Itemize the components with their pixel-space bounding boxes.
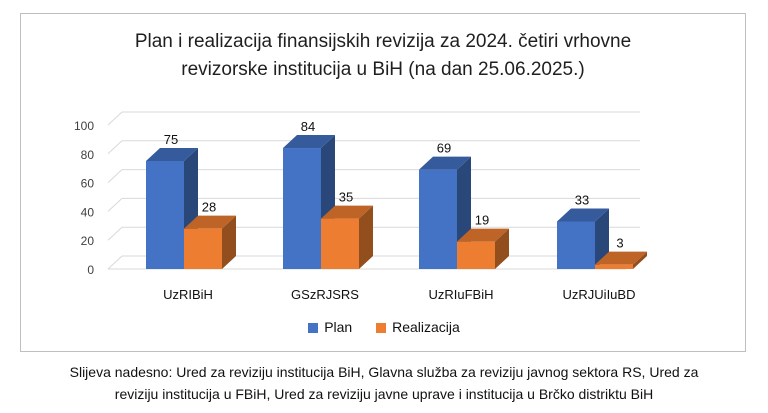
bar-side-UzRIBiH-realizacija <box>222 215 236 269</box>
gridline-diag-60 <box>107 169 123 183</box>
chart-frame <box>20 13 746 352</box>
bar-UzRJUiIuBD-realizacija <box>595 264 633 269</box>
gridline-diag-100 <box>107 111 123 126</box>
gridline-diag-40 <box>107 198 123 212</box>
gridline-diag-20 <box>107 226 123 241</box>
y-tick-label-20: 20 <box>81 234 95 248</box>
y-tick-label-60: 60 <box>81 177 95 191</box>
caption: Slijeva nadesno: Ured za reviziju instit… <box>0 361 768 405</box>
gridline-diag-0 <box>107 255 123 270</box>
data-label-UzRIBiH-plan: 75 <box>164 132 178 147</box>
bar-top-UzRIBiH-realizacija <box>184 215 236 229</box>
y-tick-label-100: 100 <box>74 119 94 133</box>
data-label-GSzRJSRS-plan: 84 <box>301 119 315 134</box>
bar-top-UzRJUiIuBD-plan <box>557 208 609 222</box>
x-tick-label-UzRIuFBiH: UzRIuFBiH <box>428 287 493 302</box>
bar-UzRJUiIuBD-plan <box>557 221 595 269</box>
y-tick-label-0: 0 <box>87 263 94 277</box>
chart-title-line-1: Plan i realizacija finansijskih revizija… <box>134 31 632 52</box>
legend: Plan Realizacija <box>0 318 768 335</box>
bar-side-GSzRJSRS-realizacija <box>359 205 373 269</box>
bar-side-UzRIuFBiH-realizacija <box>495 228 509 269</box>
caption-line-1: Slijeva nadesno: Ured za reviziju instit… <box>69 364 699 380</box>
data-label-UzRJUiIuBD-realizacija: 3 <box>616 236 623 251</box>
legend-item-realizacija: Realizacija <box>376 319 460 335</box>
caption-line-2: reviziju institucija u FBiH, Ured za rev… <box>114 386 654 402</box>
bar-top-UzRIBiH-plan <box>146 148 198 161</box>
data-label-UzRIuFBiH-realizacija: 19 <box>475 213 489 228</box>
y-tick-label-40: 40 <box>81 205 95 219</box>
bar-UzRIBiH-plan <box>146 161 184 269</box>
bar-top-UzRJUiIuBD-realizacija <box>595 251 647 265</box>
bar-GSzRJSRS-realizacija <box>321 218 359 269</box>
bar-side-UzRJUiIuBD-plan <box>595 208 609 269</box>
legend-swatch-realizacija <box>376 323 387 334</box>
data-label-UzRIBiH-realizacija: 28 <box>202 200 216 215</box>
bar-top-GSzRJSRS-realizacija <box>321 205 373 219</box>
x-tick-label-UzRJUiIuBD: UzRJUiIuBD <box>563 287 636 302</box>
y-tick-label-80: 80 <box>81 148 95 162</box>
legend-item-plan: Plan <box>308 319 352 335</box>
bar-top-GSzRJSRS-plan <box>283 135 335 149</box>
x-tick-label-UzRIBiH: UzRIBiH <box>163 287 213 302</box>
bar-GSzRJSRS-plan <box>283 148 321 269</box>
bar-top-UzRIuFBiH-realizacija <box>457 228 509 242</box>
gridline-diag-80 <box>107 140 123 155</box>
bar-top-UzRIuFBiH-plan <box>419 156 471 170</box>
bar-UzRIuFBiH-realizacija <box>457 241 495 269</box>
legend-label-realizacija: Realizacija <box>392 319 460 336</box>
legend-label-plan: Plan <box>324 319 353 336</box>
legend-swatch-plan <box>308 323 319 334</box>
data-label-UzRIuFBiH-plan: 69 <box>437 141 451 156</box>
chart-title: Plan i realizacija finansijskih revizija… <box>20 28 746 84</box>
bar-UzRIBiH-realizacija <box>184 228 222 269</box>
chart-title-line-2: revizorske institucija u BiH (na dan 25.… <box>181 59 585 80</box>
bar-UzRIuFBiH-plan <box>419 169 457 269</box>
bar-side-UzRJUiIuBD-realizacija <box>633 251 647 269</box>
x-tick-label-GSzRJSRS: GSzRJSRS <box>291 287 359 302</box>
data-label-UzRJUiIuBD-plan: 33 <box>575 192 589 207</box>
data-label-GSzRJSRS-realizacija: 35 <box>339 190 353 205</box>
